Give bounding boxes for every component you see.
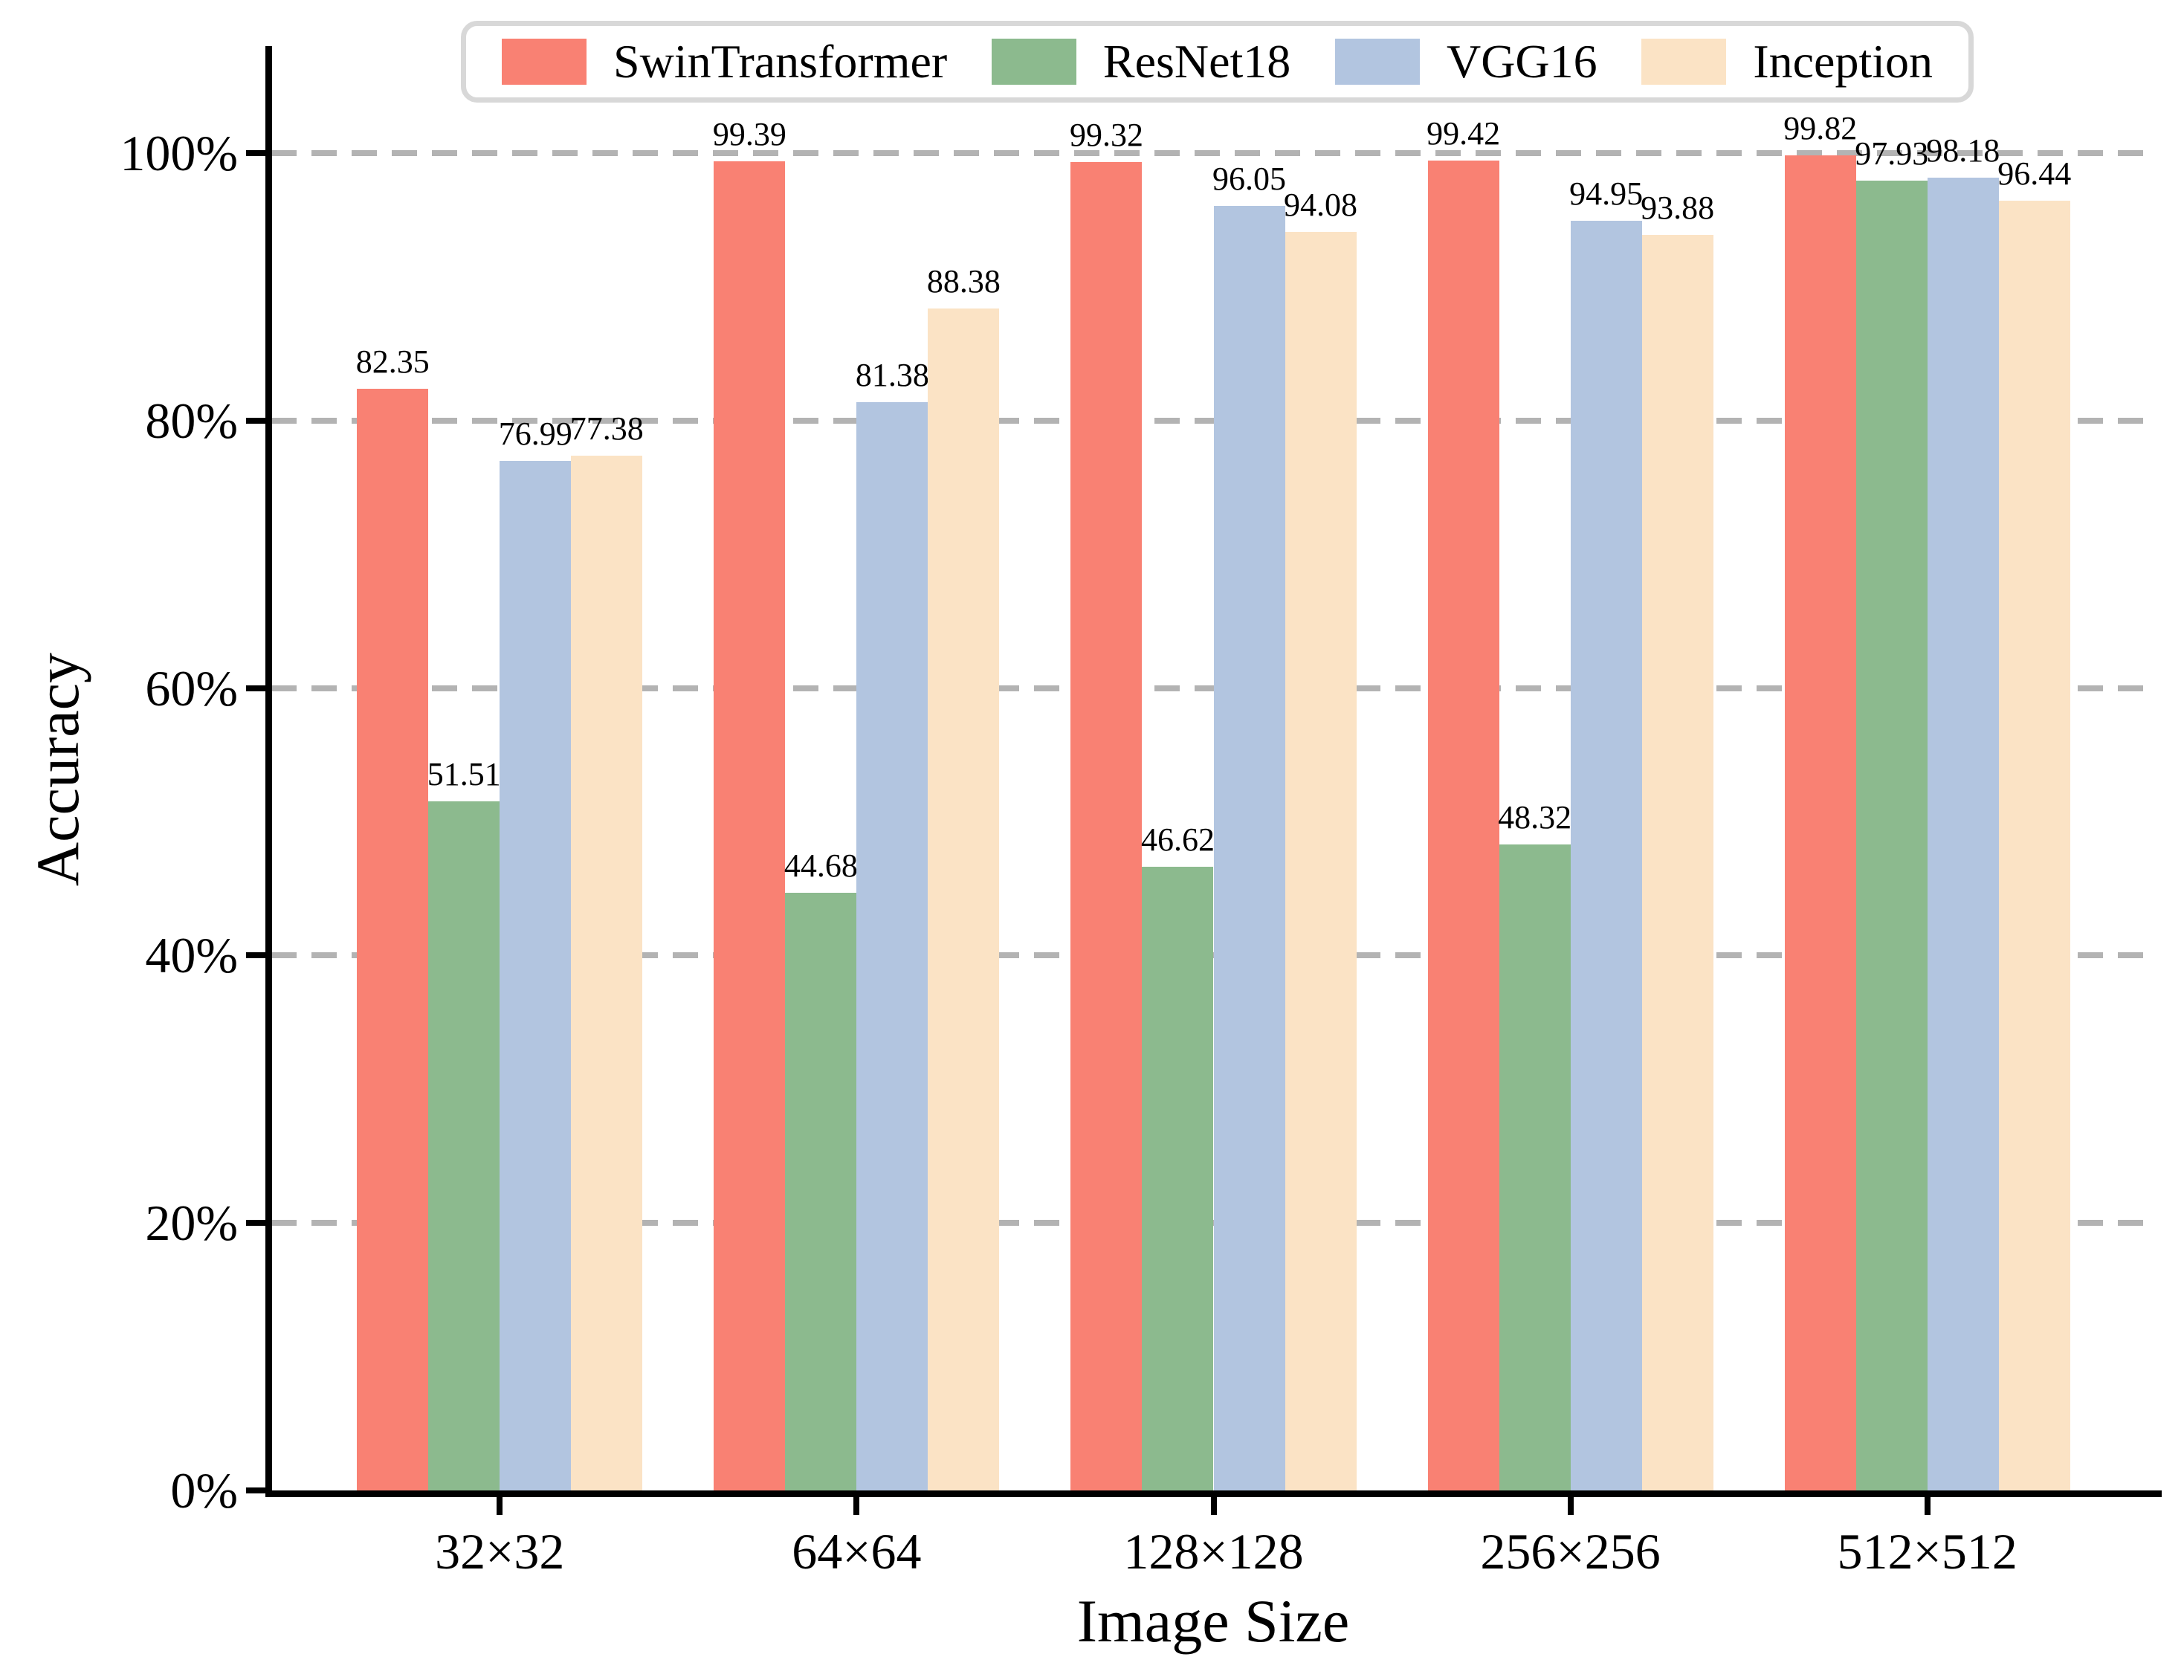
x-tick-label-128×128: 128×128 — [1123, 1523, 1304, 1580]
bar-value-label: 99.82 — [1783, 110, 1858, 147]
x-tick-mark — [853, 1497, 860, 1515]
bar-value-label: 51.51 — [427, 756, 501, 793]
y-tick-mark — [246, 149, 265, 156]
bar-vgg16-512×512 — [1927, 177, 1999, 1490]
bar-resnet18-256×256 — [1499, 844, 1571, 1490]
legend-item-swintransformer: SwinTransformer — [502, 38, 947, 85]
bar-resnet18-64×64 — [785, 893, 857, 1490]
y-tick-mark — [246, 1487, 265, 1493]
bar-value-label: 96.44 — [1997, 155, 2072, 192]
x-tick-label-32×32: 32×32 — [435, 1523, 565, 1580]
legend-label-inception: Inception — [1753, 35, 1933, 88]
bar-swintransformer-512×512 — [1784, 155, 1856, 1490]
bar-value-label: 99.39 — [712, 115, 786, 152]
y-tick-mark — [246, 417, 265, 424]
legend-item-inception: Inception — [1641, 38, 1933, 85]
bar-swintransformer-128×128 — [1070, 162, 1143, 1490]
x-tick-mark — [1210, 1497, 1217, 1515]
bar-vgg16-256×256 — [1570, 220, 1642, 1490]
bar-inception-512×512 — [1998, 200, 2070, 1490]
y-tick-label: 100% — [120, 124, 238, 181]
x-axis-spine — [265, 1490, 2162, 1497]
legend-item-vgg16: VGG16 — [1334, 35, 1597, 88]
bar-value-label: 99.32 — [1069, 117, 1143, 154]
bar-value-label: 93.88 — [1641, 190, 1715, 227]
y-tick-mark — [246, 1220, 265, 1227]
bar-value-label: 44.68 — [784, 847, 858, 885]
legend-label-vgg16: VGG16 — [1446, 35, 1597, 88]
y-tick-label: 40% — [145, 927, 238, 984]
bar-inception-128×128 — [1285, 232, 1357, 1490]
legend-swatch-inception — [1641, 39, 1727, 85]
gridline-100 — [271, 149, 2156, 156]
y-tick-mark — [246, 952, 265, 959]
bar-swintransformer-256×256 — [1427, 161, 1499, 1490]
legend: SwinTransformer ResNet18 VGG16 Inception — [461, 21, 1974, 103]
bar-swintransformer-64×64 — [714, 161, 786, 1490]
bar-resnet18-128×128 — [1142, 867, 1214, 1490]
bar-value-label: 81.38 — [855, 356, 929, 393]
x-tick-mark — [497, 1497, 503, 1515]
y-tick-label: 0% — [170, 1462, 238, 1519]
bar-value-label: 76.99 — [498, 415, 572, 452]
bar-value-label: 46.62 — [1140, 821, 1215, 859]
bar-value-label: 82.35 — [355, 343, 430, 381]
y-tick-label: 60% — [145, 659, 238, 717]
bar-value-label: 77.38 — [569, 410, 644, 447]
bar-value-label: 94.08 — [1284, 187, 1358, 224]
x-axis-title: Image Size — [1076, 1587, 1350, 1655]
y-tick-label: 80% — [145, 392, 238, 449]
x-tick-label-256×256: 256×256 — [1480, 1523, 1661, 1580]
bar-value-label: 96.05 — [1212, 160, 1286, 197]
bar-vgg16-32×32 — [500, 460, 572, 1490]
y-tick-mark — [246, 685, 265, 691]
bar-value-label: 48.32 — [1498, 798, 1572, 836]
y-axis-spine — [265, 46, 272, 1497]
bar-value-label: 99.42 — [1427, 115, 1501, 152]
legend-swatch-resnet18 — [991, 39, 1076, 85]
legend-label-swintransformer: SwinTransformer — [613, 35, 948, 88]
bar-vgg16-128×128 — [1213, 205, 1285, 1490]
bar-inception-32×32 — [571, 455, 643, 1490]
y-tick-label: 20% — [145, 1195, 238, 1252]
legend-label-resnet18: ResNet18 — [1102, 35, 1291, 88]
bar-value-label: 94.95 — [1569, 175, 1644, 212]
x-tick-mark — [1924, 1497, 1931, 1515]
bar-value-label: 97.93 — [1855, 135, 1929, 172]
legend-swatch-swintransformer — [502, 39, 587, 85]
bar-swintransformer-32×32 — [357, 389, 429, 1490]
x-tick-mark — [1567, 1497, 1574, 1515]
bar-resnet18-32×32 — [428, 801, 500, 1490]
x-tick-label-512×512: 512×512 — [1837, 1523, 2017, 1580]
legend-swatch-vgg16 — [1334, 39, 1420, 85]
bar-value-label: 98.18 — [1926, 132, 2000, 169]
y-axis-title: Accuracy — [24, 652, 91, 887]
x-tick-label-64×64: 64×64 — [792, 1523, 922, 1580]
bar-inception-256×256 — [1641, 235, 1713, 1490]
bar-vgg16-64×64 — [856, 401, 928, 1490]
bar-resnet18-512×512 — [1855, 181, 1928, 1490]
bar-inception-64×64 — [928, 308, 1000, 1490]
legend-item-resnet18: ResNet18 — [991, 35, 1291, 88]
bar-value-label: 88.38 — [926, 262, 1001, 300]
